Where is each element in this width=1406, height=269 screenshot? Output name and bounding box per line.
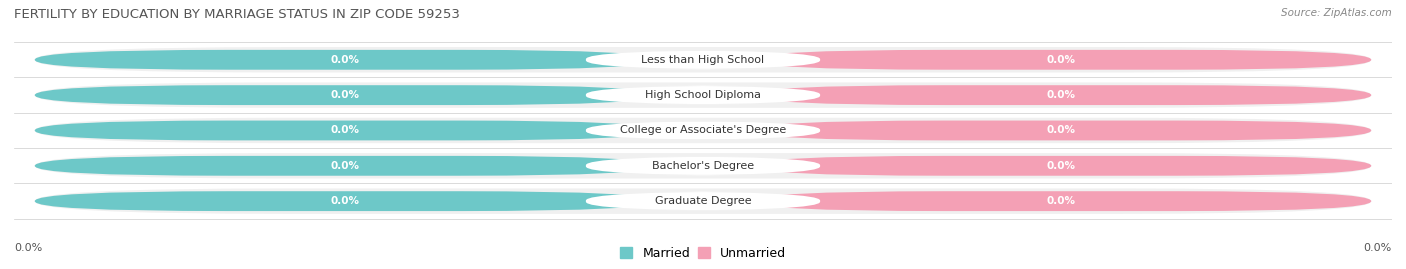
FancyBboxPatch shape — [586, 121, 820, 140]
FancyBboxPatch shape — [35, 118, 1371, 143]
Text: FERTILITY BY EDUCATION BY MARRIAGE STATUS IN ZIP CODE 59253: FERTILITY BY EDUCATION BY MARRIAGE STATU… — [14, 8, 460, 21]
Text: 0.0%: 0.0% — [330, 125, 360, 136]
FancyBboxPatch shape — [586, 86, 820, 105]
Text: Bachelor's Degree: Bachelor's Degree — [652, 161, 754, 171]
FancyBboxPatch shape — [751, 121, 1371, 140]
FancyBboxPatch shape — [751, 156, 1371, 176]
Text: Source: ZipAtlas.com: Source: ZipAtlas.com — [1281, 8, 1392, 18]
FancyBboxPatch shape — [586, 50, 820, 69]
FancyBboxPatch shape — [586, 192, 820, 211]
FancyBboxPatch shape — [35, 50, 655, 70]
FancyBboxPatch shape — [35, 188, 1371, 214]
Text: College or Associate's Degree: College or Associate's Degree — [620, 125, 786, 136]
Text: Graduate Degree: Graduate Degree — [655, 196, 751, 206]
Text: 0.0%: 0.0% — [14, 243, 42, 253]
Text: 0.0%: 0.0% — [1046, 90, 1076, 100]
FancyBboxPatch shape — [35, 153, 1371, 179]
FancyBboxPatch shape — [35, 47, 1371, 73]
FancyBboxPatch shape — [35, 156, 655, 176]
Text: 0.0%: 0.0% — [1046, 55, 1076, 65]
Text: 0.0%: 0.0% — [1046, 161, 1076, 171]
Text: 0.0%: 0.0% — [1046, 125, 1076, 136]
Text: Less than High School: Less than High School — [641, 55, 765, 65]
FancyBboxPatch shape — [35, 82, 1371, 108]
FancyBboxPatch shape — [586, 156, 820, 175]
Legend: Married, Unmarried: Married, Unmarried — [614, 242, 792, 265]
Text: High School Diploma: High School Diploma — [645, 90, 761, 100]
Text: 0.0%: 0.0% — [330, 55, 360, 65]
Text: 0.0%: 0.0% — [1364, 243, 1392, 253]
Text: 0.0%: 0.0% — [330, 161, 360, 171]
FancyBboxPatch shape — [35, 85, 655, 105]
Text: 0.0%: 0.0% — [1046, 196, 1076, 206]
FancyBboxPatch shape — [751, 50, 1371, 70]
FancyBboxPatch shape — [751, 191, 1371, 211]
FancyBboxPatch shape — [35, 191, 655, 211]
FancyBboxPatch shape — [35, 121, 655, 140]
Text: 0.0%: 0.0% — [330, 196, 360, 206]
Text: 0.0%: 0.0% — [330, 90, 360, 100]
FancyBboxPatch shape — [751, 85, 1371, 105]
